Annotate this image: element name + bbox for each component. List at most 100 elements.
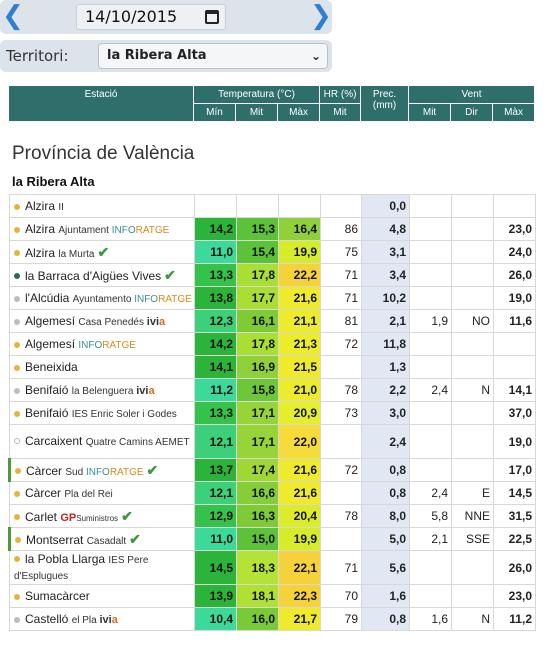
table-row[interactable]: Carcaixent Quatre Camins AEMET 12,1 17,1 22… — [9, 424, 536, 459]
table-row[interactable]: Alzira la Murta ✔ 11,0 15,4 19,9 75 3,1 24,0 — [9, 240, 536, 264]
humidity-cell: 73 — [320, 401, 362, 425]
territory-select[interactable]: la Ribera Alta ⌄ — [98, 43, 328, 69]
station-name[interactable]: Sumacàrcer — [25, 589, 90, 603]
humidity-cell: 71 — [320, 550, 362, 585]
humidity-cell: 78 — [320, 378, 362, 402]
station-name[interactable]: la Pobla Llarga — [25, 551, 106, 566]
station-name[interactable]: Carcaixent — [25, 433, 83, 448]
table-row[interactable]: Algemesí INFORATGE 14,2 17,8 21,3 72 11,8 — [9, 332, 536, 356]
station-name-cell[interactable]: Montserrat Casadalt ✔ — [8, 527, 195, 551]
table-row[interactable]: Alzira II 0,0 — [9, 194, 536, 218]
table-row[interactable]: la Barraca d'Aigües Vives ✔ 13,3 17,8 22,2 71… — [9, 263, 536, 287]
table-row[interactable]: la Pobla Llarga IES Pere d'Esplugues 14,5… — [9, 550, 536, 585]
station-name-cell[interactable]: Castelló el Pla ivia — [9, 607, 195, 631]
station-name-cell[interactable]: Alzira Ajuntament INFORATGE — [9, 217, 195, 241]
station-name-cell[interactable]: Càrcer Pla del Rei — [9, 481, 195, 505]
temp-min-cell: 13,7 — [194, 458, 237, 482]
station-name[interactable]: Castelló — [25, 612, 69, 626]
station-name-cell[interactable]: Alzira II — [9, 194, 195, 218]
station-name-cell[interactable]: Benifaió la Belenguera ivia — [9, 378, 195, 402]
table-row[interactable]: Benifaió IES Enric Soler i Godes 13,3 17,1… — [9, 401, 536, 425]
precipitation-cell: 3,0 — [361, 401, 410, 425]
station-name[interactable]: Algemesí — [25, 337, 76, 351]
territory-bar: Territori: la Ribera Alta ⌄ — [0, 40, 332, 72]
table-row[interactable]: Càrcer Pla del Rei 12,1 16,6 21,6 0,8 2,4 E 14,… — [9, 481, 536, 505]
table-row[interactable]: Carlet GPSuministros ✔ 12,9 16,3 20,4 78 8,0 5,… — [9, 504, 536, 528]
station-name[interactable]: Beneixida — [25, 360, 78, 374]
station-name-cell[interactable]: Algemesí INFORATGE — [9, 332, 195, 356]
temp-mit-cell: 16,1 — [236, 309, 279, 333]
station-name[interactable]: Càrcer — [26, 463, 63, 478]
station-name[interactable]: Alzira — [25, 222, 56, 236]
table-row[interactable]: l'Alcúdia Ayuntamento INFORATGE 13,8 17,7 2… — [9, 286, 536, 310]
humidity-cell: 75 — [320, 240, 362, 264]
temp-min-cell — [194, 194, 237, 218]
station-name[interactable]: Algemesí — [25, 314, 76, 328]
header-wind-dir: Dir — [450, 103, 494, 122]
temp-max-cell: 22,0 — [278, 424, 321, 459]
temp-mit-cell: 16,0 — [236, 607, 279, 631]
temp-max-cell: 20,4 — [278, 504, 321, 528]
humidity-cell: 79 — [320, 607, 362, 631]
humidity-cell: 81 — [320, 309, 362, 333]
temp-min-cell: 10,4 — [194, 607, 237, 631]
temp-min-cell: 14,5 — [194, 550, 237, 585]
wind-max-cell: 26,0 — [493, 263, 536, 287]
wind-mit-cell — [409, 584, 452, 608]
station-name[interactable]: Carlet — [25, 509, 58, 524]
station-name[interactable]: Benifaió — [25, 383, 69, 397]
header-hr-mit: Mit — [319, 103, 362, 122]
table-row[interactable]: Algemesí Casa Penedés ivia 12,3 16,1 21,1 81… — [9, 309, 536, 333]
table-row[interactable]: Montserrat Casadalt ✔ 11,0 15,0 19,9 5,0 2,1 SS… — [8, 527, 536, 551]
table-header: Estació Temperatura (°C) HR (%) Prec. (m… — [8, 85, 536, 122]
table-row[interactable]: Alzira Ajuntament INFORATGE 14,2 15,3 16,4 8… — [9, 217, 536, 241]
station-name[interactable]: la Barraca d'Aigües Vives — [25, 268, 162, 283]
station-name-cell[interactable]: Carcaixent Quatre Camins AEMET — [9, 424, 195, 459]
station-name-cell[interactable]: la Barraca d'Aigües Vives ✔ — [9, 263, 195, 287]
station-name-cell[interactable]: Beneixida — [9, 355, 195, 379]
temp-max-cell: 21,0 — [278, 378, 321, 402]
wind-dir-cell — [451, 458, 494, 482]
station-name-cell[interactable]: la Pobla Llarga IES Pere d'Esplugues — [9, 550, 195, 585]
station-status-dot — [14, 226, 20, 233]
wind-max-cell: 11,2 — [493, 607, 536, 631]
temp-min-cell: 12,9 — [194, 504, 237, 528]
calendar-icon[interactable] — [205, 10, 219, 24]
header-humidity: HR (%) — [319, 85, 362, 104]
temp-mit-cell: 18,1 — [236, 584, 279, 608]
station-name[interactable]: Alzira — [25, 245, 56, 260]
header-precipitation: Prec. (mm) — [360, 85, 410, 122]
chevron-right-icon[interactable]: ❯ — [310, 1, 332, 31]
station-name-cell[interactable]: Alzira la Murta ✔ — [9, 240, 195, 264]
station-name-cell[interactable]: Carlet GPSuministros ✔ — [9, 504, 195, 528]
humidity-cell: 86 — [320, 217, 362, 241]
station-subname: IES Pere d'Esplugues — [14, 554, 149, 582]
table-row[interactable]: Beneixida 14,1 16,9 21,5 1,3 — [9, 355, 536, 379]
check-icon: ✔ — [121, 507, 133, 524]
wind-mit-cell — [409, 424, 452, 459]
wind-max-cell: 11,6 — [493, 309, 536, 333]
table-row[interactable]: Sumacàrcer 13,9 18,1 22,3 70 1,6 23,0 — [9, 584, 536, 608]
station-name-cell[interactable]: l'Alcúdia Ayuntamento INFORATGE — [9, 286, 195, 310]
station-name[interactable]: Montserrat — [26, 532, 84, 547]
station-name-cell[interactable]: Benifaió IES Enric Soler i Godes — [9, 401, 195, 425]
date-navigation-bar: ❮ 14/10/2015 ❯ — [0, 0, 332, 34]
wind-dir-cell: N — [451, 607, 494, 631]
station-name-cell[interactable]: Sumacàrcer — [9, 584, 195, 608]
chevron-left-icon[interactable]: ❮ — [2, 1, 24, 31]
station-name[interactable]: Benifaió — [25, 406, 69, 420]
station-name[interactable]: Càrcer — [25, 486, 62, 500]
table-row[interactable]: Càrcer Sud INFORATGE ✔ 13,7 17,4 21,6 72 0,8 17… — [8, 458, 536, 482]
header-wind-max: Màx — [492, 103, 536, 122]
station-name-cell[interactable]: Algemesí Casa Penedés ivia — [9, 309, 195, 333]
station-name[interactable]: l'Alcúdia — [25, 291, 70, 305]
date-input[interactable]: 14/10/2015 — [76, 4, 226, 30]
wind-dir-cell — [451, 355, 494, 379]
station-name-cell[interactable]: Càrcer Sud INFORATGE ✔ — [8, 458, 195, 482]
table-row[interactable]: Benifaió la Belenguera ivia 11,2 15,8 21,0 7… — [9, 378, 536, 402]
temp-mit-cell: 15,3 — [236, 217, 279, 241]
temp-min-cell: 12,1 — [194, 424, 237, 459]
temp-min-cell: 12,1 — [194, 481, 237, 505]
table-row[interactable]: Castelló el Pla ivia 10,4 16,0 21,7 79 0,8 1,6… — [9, 607, 536, 631]
station-name[interactable]: Alzira — [25, 199, 56, 213]
